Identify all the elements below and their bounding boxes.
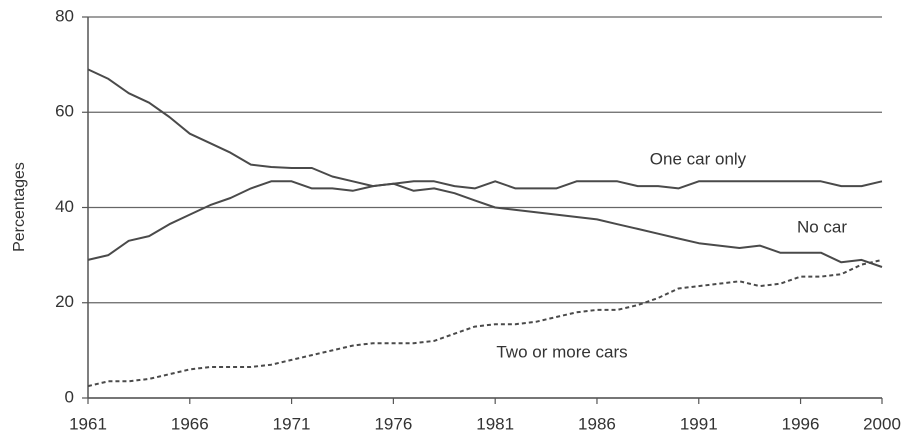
series-line — [87, 68, 883, 268]
y-tick-label: 60 — [55, 102, 74, 121]
y-tick-label: 0 — [65, 387, 74, 406]
y-tick-label: 40 — [55, 197, 74, 216]
series-line — [87, 258, 883, 388]
x-tick-label: 1966 — [171, 414, 209, 433]
y-tick-label: 20 — [55, 292, 74, 311]
x-tick-label: 1996 — [782, 414, 820, 433]
series-label: Two or more cars — [496, 342, 627, 361]
x-tick-label: 1981 — [476, 414, 514, 433]
series-label: One car only — [650, 149, 747, 168]
y-tick-label: 80 — [55, 6, 74, 25]
x-tick-label: 2000 — [863, 414, 901, 433]
series-line — [87, 180, 883, 261]
x-tick-label: 1971 — [273, 414, 311, 433]
x-tick-label: 1976 — [374, 414, 412, 433]
x-tick-label: 1961 — [69, 414, 107, 433]
x-tick-label: 1986 — [578, 414, 616, 433]
y-axis-label: Percentages — [11, 162, 28, 252]
x-tick-label: 1991 — [680, 414, 718, 433]
series-label: No car — [797, 217, 847, 236]
